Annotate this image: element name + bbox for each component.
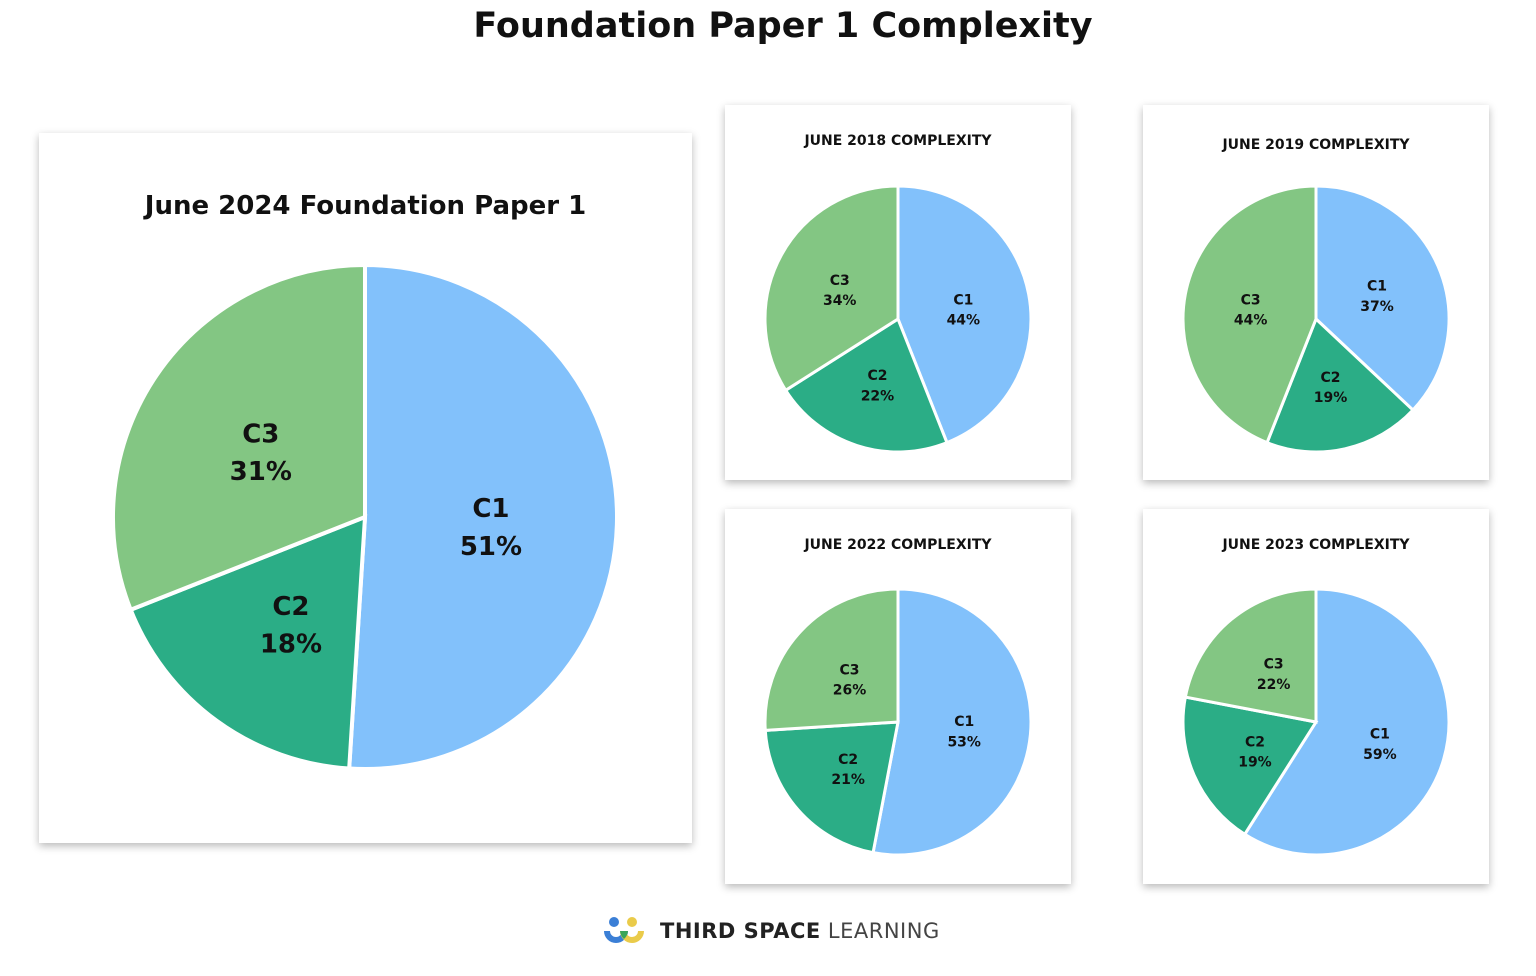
slice-label-c1: C1 53% bbox=[947, 714, 981, 750]
slice-label-c1: C1 59% bbox=[1363, 726, 1397, 762]
chart-card-june-2022: C1 53% C2 21% C3 26% JUNE 2022 COMPLEXITY bbox=[725, 509, 1071, 884]
pie-chart: C1 51% C2 18% C3 31% bbox=[111, 262, 619, 771]
slice-label-c2: C2 22% bbox=[861, 368, 895, 404]
slice-label-c1: C1 51% bbox=[460, 494, 522, 562]
slice-label-c3: C3 22% bbox=[1257, 657, 1291, 693]
slice-label-c3: C3 34% bbox=[823, 273, 857, 309]
pie-slice-c2 bbox=[1181, 695, 1319, 837]
chart-card-june-2024: C1 51% C2 18% C3 31% June 2024 Foundation Pap… bbox=[39, 133, 692, 843]
pie-chart: C1 59% C2 19% C3 22% bbox=[1181, 587, 1451, 857]
slice-label-c2: C2 19% bbox=[1238, 734, 1272, 770]
pie-slice-c3 bbox=[111, 262, 367, 613]
chart-title: June 2024 Foundation Paper 1 bbox=[144, 191, 587, 221]
slice-label-c1: C1 37% bbox=[1360, 278, 1394, 314]
chart-card-june-2019: C1 37% C2 19% C3 44% JUNE 2019 COMPLEXITY bbox=[1143, 105, 1489, 480]
pie-slice-c1 bbox=[1314, 184, 1451, 413]
chart-title: JUNE 2022 COMPLEXITY bbox=[804, 537, 992, 553]
pie-chart: C1 44% C2 22% C3 34% bbox=[763, 184, 1033, 454]
pie-slice-c2 bbox=[783, 316, 949, 454]
chart-title: JUNE 2023 COMPLEXITY bbox=[1222, 537, 1410, 553]
slice-label-c3: C3 26% bbox=[833, 662, 867, 698]
brand-name-bold: THIRD SPACE bbox=[660, 919, 821, 943]
brand-name-light: LEARNING bbox=[827, 919, 940, 943]
slice-label-c2: C2 18% bbox=[260, 592, 322, 660]
pie-slice-c3 bbox=[1181, 184, 1318, 445]
page-title: Foundation Paper 1 Complexity bbox=[473, 6, 1093, 46]
slice-label-c2: C2 19% bbox=[1314, 370, 1348, 406]
pie-slice-c1 bbox=[1242, 587, 1451, 857]
chart-title: JUNE 2018 COMPLEXITY bbox=[804, 133, 992, 149]
pie-slice-c2 bbox=[763, 720, 900, 855]
pie-slice-c3 bbox=[763, 184, 900, 393]
slice-label-c3: C3 31% bbox=[230, 419, 292, 487]
pie-slice-c1 bbox=[871, 587, 1033, 857]
pie-slice-c3 bbox=[1183, 587, 1318, 724]
pie-slice-c1 bbox=[896, 184, 1033, 445]
slice-label-c2: C2 21% bbox=[831, 752, 865, 788]
pie-slice-c1 bbox=[347, 262, 619, 771]
pie-slice-c3 bbox=[763, 587, 900, 732]
pie-slice-c2 bbox=[128, 513, 368, 771]
chart-card-june-2018: C1 44% C2 22% C3 34% JUNE 2018 COMPLEXITY bbox=[725, 105, 1071, 480]
slice-label-c1: C1 44% bbox=[947, 292, 981, 328]
pie-chart: C1 53% C2 21% C3 26% bbox=[763, 587, 1033, 857]
pie-chart: C1 37% C2 19% C3 44% bbox=[1181, 184, 1451, 454]
third-space-learning-logo-icon bbox=[604, 917, 644, 943]
chart-card-june-2023: C1 59% C2 19% C3 22% JUNE 2023 COMPLEXITY bbox=[1143, 509, 1489, 884]
slice-label-c3: C3 44% bbox=[1234, 292, 1268, 328]
chart-title: JUNE 2019 COMPLEXITY bbox=[1222, 137, 1410, 153]
footer-brand: THIRD SPACE LEARNING bbox=[600, 914, 940, 948]
